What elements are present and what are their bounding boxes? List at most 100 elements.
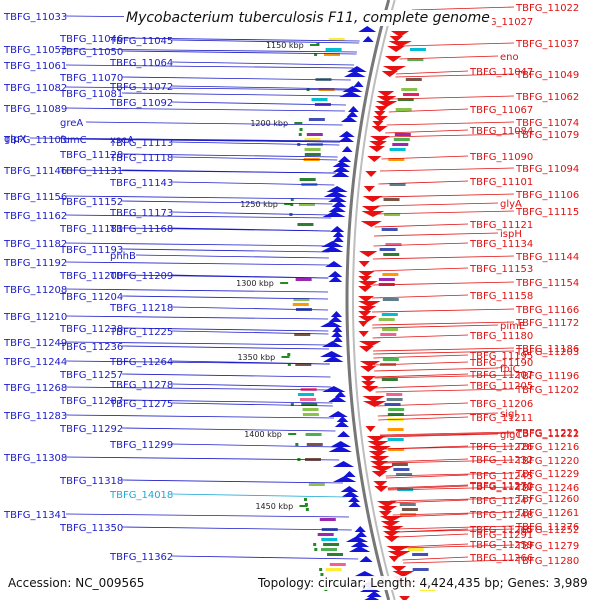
reverse-gene-arrow [399,596,411,600]
reverse-gene-arrow [389,36,403,42]
feature-block [305,433,322,436]
feature-block [394,133,411,136]
forward-gene-arrow [338,131,355,137]
reverse-gene-arrow [367,156,382,162]
right-gene-label: TBFG_11180 [469,331,533,342]
left-label-leader [171,227,331,232]
right-label-leader [372,324,499,329]
right-gene-label: TBFG_11166 [515,305,579,316]
reverse-gene-arrow [373,116,388,122]
feature-block [407,58,424,61]
feature-block [381,313,398,316]
left-label-leader [171,211,332,216]
left-label-leader [65,386,332,391]
left-gene-label: TBFG_11257 [59,370,123,381]
right-gene-label: TBFG_11153 [469,264,533,275]
feature-block [393,468,410,471]
feature-block [387,428,404,431]
right-gene-label: TBFG_11207 [469,370,533,381]
right-gene-label: TBFG_11106 [515,190,579,201]
right-gene-label: TBFG_11247 [469,496,533,507]
right-label-leader [374,367,499,372]
left-gene-label: TBFG_11264 [109,357,173,368]
left-label-leader [65,242,330,247]
kbp-tick-label: 1400 kbp [244,430,282,439]
left-gene-label: TBFG_11283 [3,411,67,422]
reverse-gene-arrow [379,516,403,522]
right-gene-label: TBFG_11270 [469,481,533,492]
right-gene-label: TBFG_11047 [469,67,533,78]
left-label-leader [171,85,350,90]
reverse-gene-arrow [358,306,377,312]
left-label-leader [171,101,346,106]
left-gene-label: TBFG_11236 [59,342,123,353]
reverse-gene-arrow [368,446,392,452]
feature-block [328,38,345,41]
right-gene-label: TBFG_11229 [515,469,579,480]
right-label-leader [383,458,469,463]
right-gene-label: TBFG_11154 [515,278,579,289]
right-label-leader [375,388,515,393]
left-gene-label: fumC [60,135,87,146]
feature-block [401,508,418,511]
left-label-leader [171,402,333,407]
forward-gene-arrow [330,311,343,317]
left-gene-label: TBFG_11070 [59,73,123,84]
forward-gene-arrow [347,106,359,112]
forward-gene-arrow [322,386,346,392]
forward-gene-arrow [341,491,360,497]
right-label-leader [396,70,469,75]
feature-block [395,108,412,111]
reverse-gene-arrow [365,171,377,177]
feature-block [299,178,316,181]
left-gene-label: glpX [4,134,26,145]
feature-block [403,93,420,96]
reverse-gene-arrow [392,571,415,577]
right-gene-label: TBFG_11079 [515,130,579,141]
reverse-gene-arrow [374,111,386,117]
right-gene-label: TBFG_11206 [469,399,533,410]
feature-block [389,148,406,151]
right-label-leader [390,499,469,504]
forward-gene-arrow [328,446,353,452]
feature-block [387,413,404,416]
right-label-leader [403,559,515,564]
left-label-leader [65,48,358,53]
left-label-leader [171,443,338,448]
feature-block [386,393,403,396]
reverse-gene-arrow [361,386,379,392]
right-label-leader [392,511,515,516]
right-label-leader [371,294,469,299]
right-label-leader [374,374,515,379]
left-label-leader [65,86,349,91]
forward-gene-arrow [325,261,343,267]
left-gene-label: TBFG_11350 [59,523,123,534]
forward-gene-arrow [327,271,343,277]
kbp-tick-label: 1150 kbp [266,41,304,50]
left-label-leader [65,107,345,112]
reverse-gene-arrow [362,401,387,407]
forward-gene-arrow [332,336,343,342]
left-label-leader [171,330,329,335]
left-label-leader [171,61,355,66]
feature-block [407,548,424,551]
feature-block [388,448,405,451]
right-gene-label: TBFG_11144 [515,252,579,263]
right-gene-label: sigI [500,409,517,420]
reverse-gene-arrow [388,556,400,562]
reverse-gene-arrow [367,441,389,447]
right-label-leader [399,544,515,549]
right-gene-label: TBFG_11221 [515,428,579,439]
forward-gene-arrow [323,191,348,197]
left-label-leader [65,64,354,69]
feature-block [382,358,399,361]
feature-block [399,503,416,506]
right-label-leader [373,242,469,247]
forward-gene-arrow [366,591,382,597]
forward-gene-arrow [328,196,347,202]
feature-block [405,78,422,81]
feature-block [323,53,340,56]
reverse-gene-arrow [361,211,385,217]
reverse-gene-arrow [359,346,374,352]
right-gene-label: TBFG_11245 [469,471,533,482]
